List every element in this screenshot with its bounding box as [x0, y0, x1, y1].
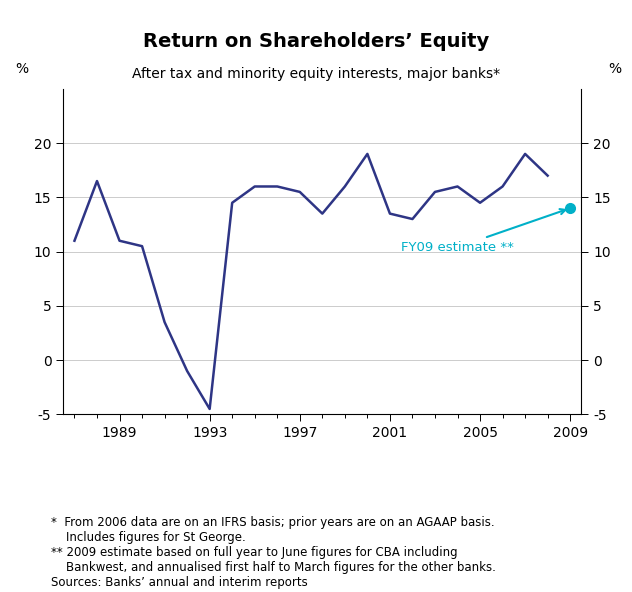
Text: After tax and minority equity interests, major banks*: After tax and minority equity interests,…	[132, 67, 500, 81]
Text: *  From 2006 data are on an IFRS basis; prior years are on an AGAAP basis.
    I: * From 2006 data are on an IFRS basis; p…	[51, 516, 495, 589]
Text: %: %	[15, 62, 28, 76]
Text: %: %	[609, 62, 622, 76]
Text: FY09 estimate **: FY09 estimate **	[401, 209, 566, 254]
Text: Return on Shareholders’ Equity: Return on Shareholders’ Equity	[143, 32, 489, 51]
